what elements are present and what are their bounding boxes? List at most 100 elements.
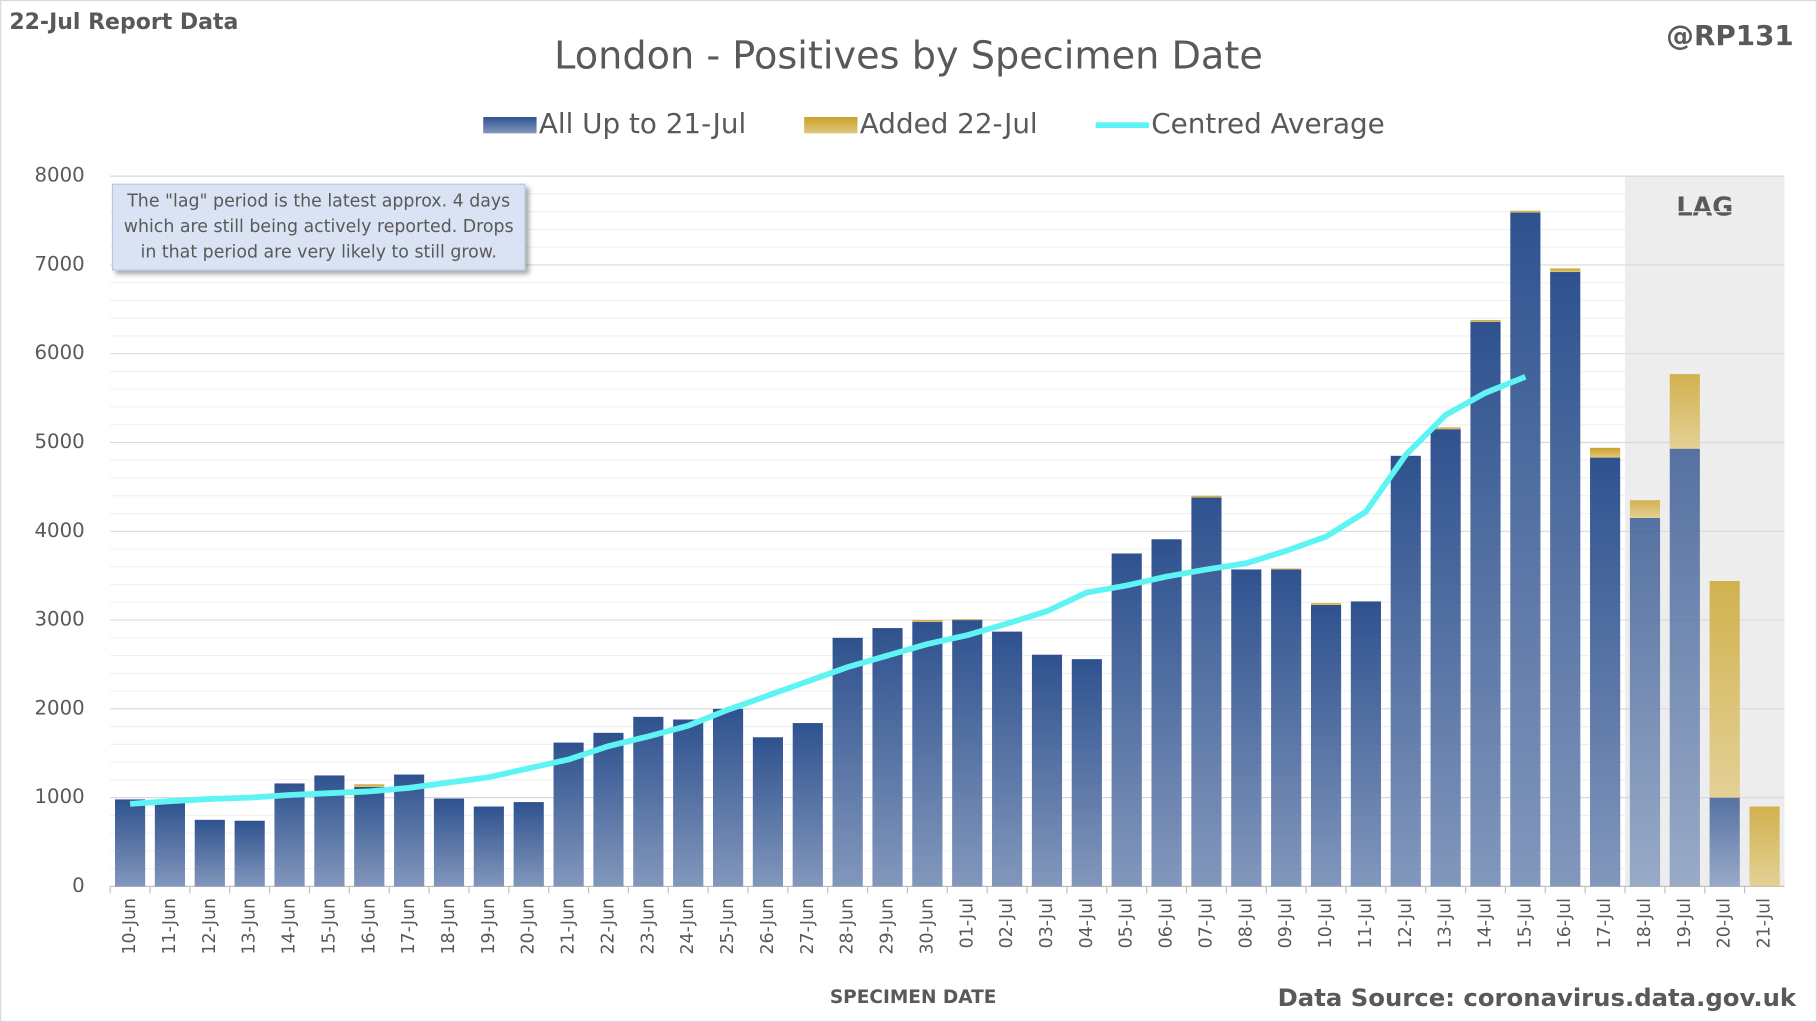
author: @RP131 (1666, 19, 1794, 52)
bar-shade (1470, 321, 1501, 887)
bar-shade (194, 819, 225, 887)
bar-shade (792, 723, 823, 887)
annotation: The "lag" period is the latest approx. 4… (111, 183, 526, 271)
x-tick-label: 06-Jul (1157, 898, 1177, 948)
x-tick-label: 09-Jul (1276, 898, 1296, 948)
bar-shade (394, 774, 425, 887)
annotation-text: in that period are very likely to still … (141, 243, 497, 263)
bar-shade (433, 798, 465, 887)
x-tick-label: 21-Jul (1755, 898, 1775, 948)
x-tick-label: 03-Jul (1037, 898, 1057, 948)
y-tick-label: 8000 (35, 164, 85, 187)
y-tick-label: 0 (72, 874, 85, 897)
y-tick-label: 5000 (35, 430, 85, 453)
x-tick-label: 21-Jun (559, 898, 579, 955)
legend-label: Centred Average (1151, 107, 1385, 140)
bar-shade (1231, 569, 1262, 887)
x-tick-label: 16-Jul (1555, 898, 1575, 948)
x-tick-label: 02-Jul (997, 898, 1017, 948)
y-tick-label: 4000 (35, 519, 85, 542)
legend-label: Added 22-Jul (860, 107, 1038, 140)
bar-shade (1271, 569, 1302, 887)
x-tick-label: 04-Jul (1077, 898, 1097, 948)
bar-shade (1550, 272, 1581, 887)
bar-shade (473, 806, 504, 887)
bar-shade (1470, 319, 1501, 322)
bar-shade (1430, 429, 1461, 887)
x-tick-label: 23-Jun (638, 898, 658, 955)
x-tick-label: 17-Jul (1595, 898, 1615, 948)
bar-shade (952, 620, 983, 887)
x-tick-label: 22-Jun (598, 898, 618, 955)
annotation-text: which are still being actively reported.… (124, 217, 514, 237)
bar-shade (354, 784, 385, 787)
x-tick-label: 12-Jun (200, 898, 220, 955)
bar-shade (1430, 427, 1461, 430)
x-tick-label: 14-Jun (280, 898, 300, 955)
y-tick-label: 2000 (35, 696, 85, 719)
bar-shade (1709, 580, 1740, 798)
x-tick-label: 15-Jun (319, 898, 339, 955)
legend-label: All Up to 21-Jul (539, 107, 746, 140)
x-tick-label: 15-Jul (1515, 898, 1535, 948)
x-axis-title: SPECIMEN DATE (830, 987, 997, 1008)
bar-shade (1709, 797, 1740, 887)
bar-shade (633, 716, 664, 887)
x-tick-label: 13-Jul (1436, 898, 1456, 948)
bar-shade (1071, 659, 1102, 887)
bar-shade (1310, 603, 1342, 605)
chart-title: London - Positives by Specimen Date (554, 34, 1263, 78)
x-tick-label: 10-Jun (120, 898, 140, 955)
bar-shade (1590, 447, 1621, 458)
bar-shade (1669, 374, 1700, 449)
bar-shade (1350, 601, 1381, 887)
y-tick-label: 3000 (35, 608, 85, 631)
x-tick-label: 18-Jul (1635, 898, 1655, 948)
x-tick-label: 08-Jul (1236, 898, 1256, 948)
bar-shade (1590, 457, 1621, 887)
annotation-box (111, 183, 526, 271)
bar-shade (115, 799, 146, 887)
x-tick-label: 14-Jul (1476, 898, 1496, 948)
bar-shade (912, 621, 943, 887)
bar-shade (553, 742, 584, 887)
x-tick-label: 29-Jun (878, 898, 898, 955)
bar-shade (1669, 448, 1700, 887)
bar-shade (1031, 654, 1063, 887)
x-tick-label: 25-Jun (718, 898, 738, 955)
bar-shade (912, 620, 943, 622)
x-tick-label: 13-Jun (240, 898, 260, 955)
x-tick-label: 01-Jul (957, 898, 977, 948)
bar-shade (354, 786, 385, 887)
bar-shade (593, 732, 624, 887)
x-tick-label: 05-Jul (1117, 898, 1137, 948)
x-tick-label: 16-Jun (359, 898, 379, 955)
bar-shade (1629, 500, 1661, 518)
x-tick-label: 30-Jun (917, 898, 937, 955)
bar-shade (1191, 497, 1222, 887)
annotation-text: The "lag" period is the latest approx. 4… (126, 192, 510, 212)
bar-shade (1629, 517, 1661, 887)
bar-shade (1191, 495, 1222, 498)
bar-shade (513, 802, 544, 887)
bar-shade (1151, 539, 1182, 887)
bar-shade (234, 820, 265, 887)
bar-shade (712, 708, 744, 887)
bar-shade (1111, 553, 1142, 887)
x-tick-label: 12-Jul (1396, 898, 1416, 948)
bar-shade (673, 719, 704, 887)
bar-shade (992, 631, 1023, 887)
y-tick-label: 6000 (35, 341, 85, 364)
x-tick-label: 19-Jun (479, 898, 499, 955)
x-tick-label: 10-Jul (1316, 898, 1336, 948)
bar-shade (1271, 568, 1302, 570)
y-tick-label: 7000 (35, 252, 85, 275)
lag-label: LAG (1676, 193, 1733, 223)
bar-shade (752, 737, 783, 887)
legend-shade (483, 117, 537, 134)
x-tick-label: 28-Jun (838, 898, 858, 955)
x-tick-label: 11-Jun (160, 898, 180, 955)
source: Data Source: coronavirus.data.gov.uk (1278, 983, 1797, 1012)
x-tick-label: 20-Jul (1715, 898, 1735, 948)
